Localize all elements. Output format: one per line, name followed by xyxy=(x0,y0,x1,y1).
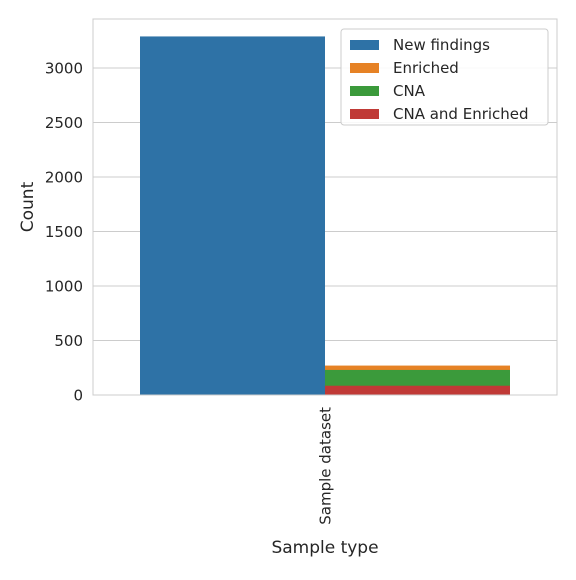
legend-swatch xyxy=(350,109,379,119)
legend-label: Enriched xyxy=(393,59,459,77)
legend-label: New findings xyxy=(393,36,490,54)
y-tick-label: 1000 xyxy=(45,278,83,296)
y-axis-label: Count xyxy=(18,181,38,232)
y-tick-label: 1500 xyxy=(45,223,83,241)
legend-frame xyxy=(340,28,549,126)
legend-label: CNA and Enriched xyxy=(393,105,529,123)
y-tick-label: 0 xyxy=(73,387,83,405)
bars xyxy=(140,36,510,395)
legend-swatch xyxy=(350,40,379,50)
y-tick-labels: 0 500 1000 1500 2000 2500 3000 xyxy=(45,60,83,405)
legend-swatch xyxy=(350,63,379,73)
x-tick-label: Sample dataset xyxy=(317,407,335,525)
x-axis-label: Sample type xyxy=(271,538,378,558)
y-tick-label: 3000 xyxy=(45,60,83,78)
plot-frame xyxy=(92,18,558,396)
y-tick-label: 2500 xyxy=(45,114,83,132)
legend-label: CNA xyxy=(393,82,426,100)
y-tick-label: 2000 xyxy=(45,169,83,187)
x-tick-labels: Sample dataset xyxy=(317,407,335,525)
y-tick-label: 500 xyxy=(54,332,83,350)
bar-new-findings xyxy=(140,36,325,395)
legend: New findings Enriched CNA CNA and Enriched xyxy=(340,28,549,126)
legend-swatch xyxy=(350,86,379,96)
bar-cna-and-enriched xyxy=(325,385,510,395)
